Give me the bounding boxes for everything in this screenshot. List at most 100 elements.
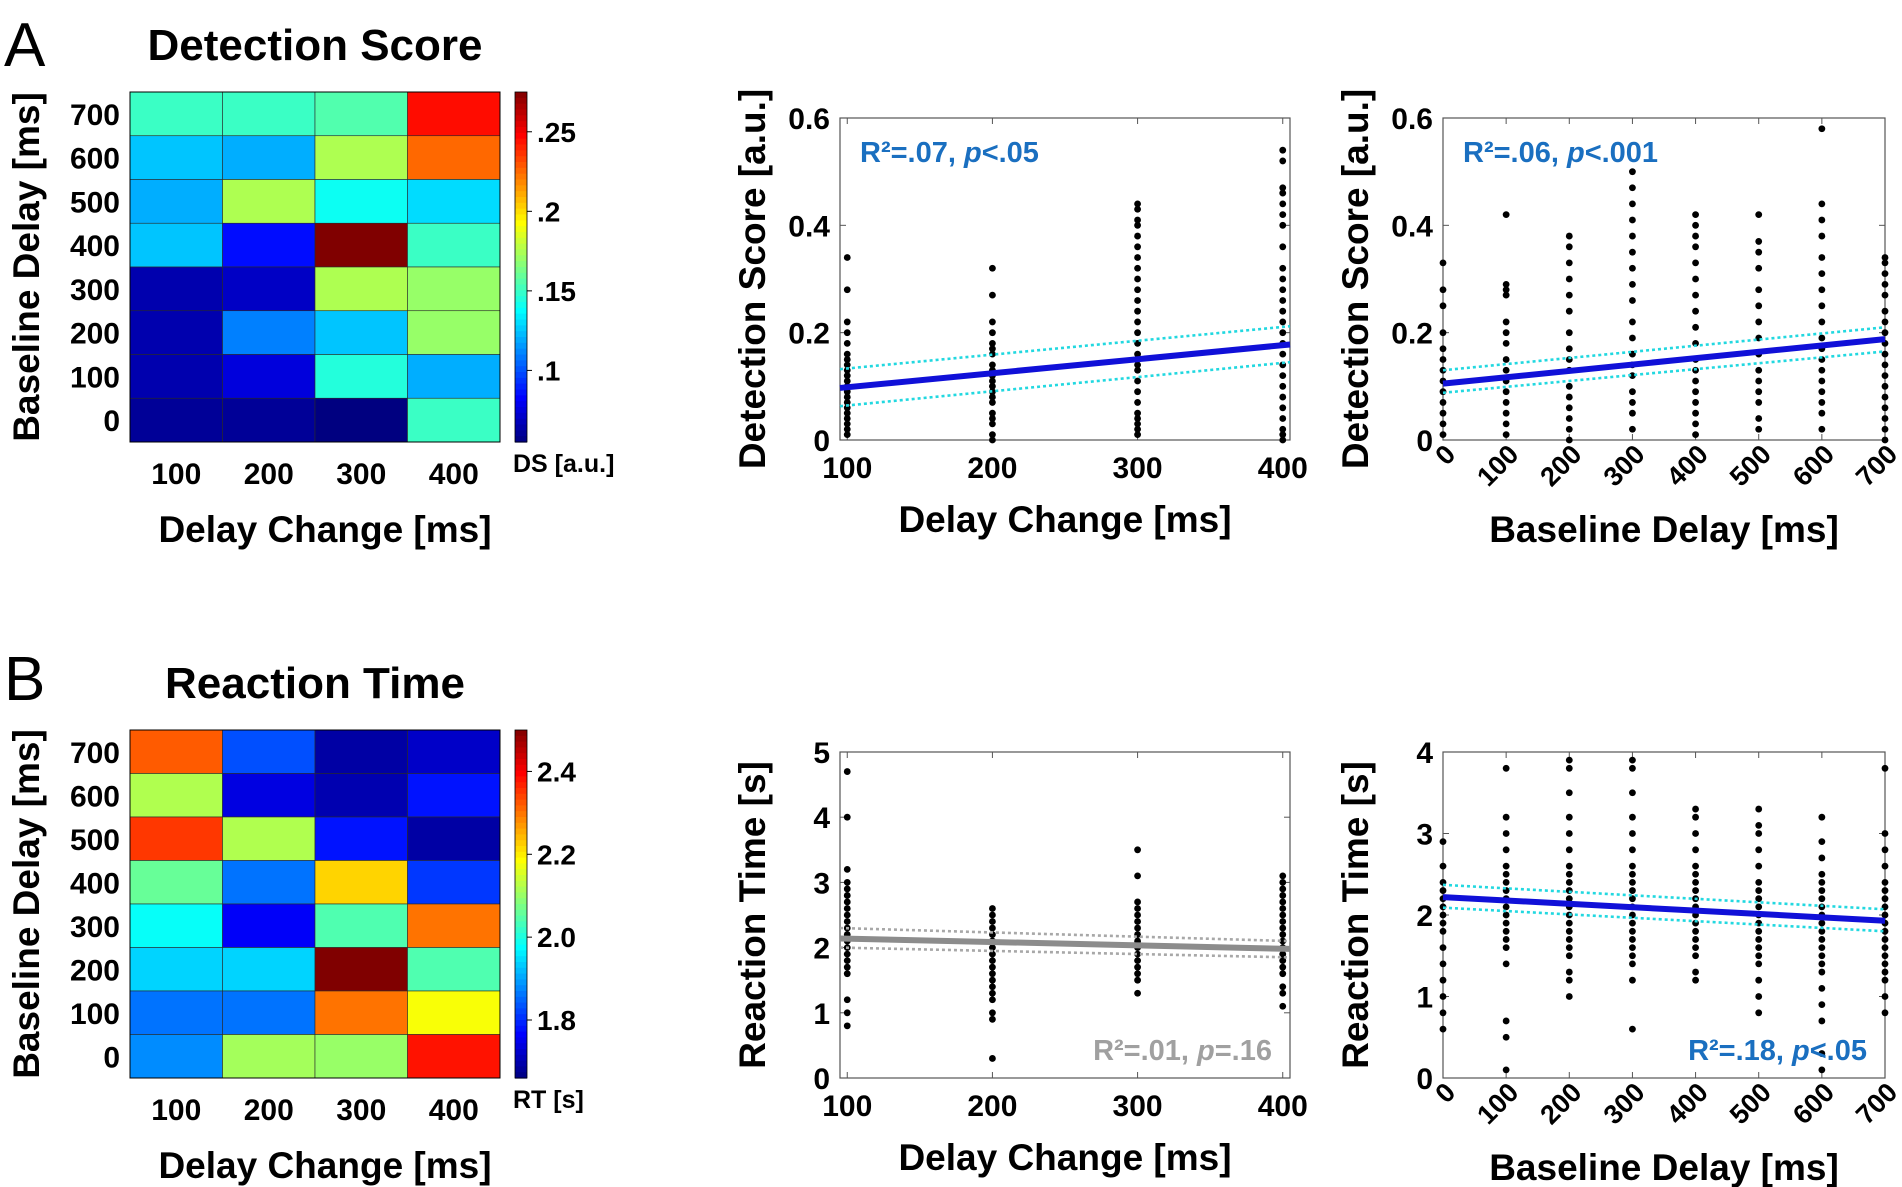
colorbar-segment xyxy=(515,377,527,385)
colorbar-segment xyxy=(515,185,527,192)
heatmap-cell xyxy=(314,816,408,861)
data-point xyxy=(1439,944,1447,951)
data-point xyxy=(1565,976,1573,984)
data-point xyxy=(1881,960,1889,968)
data-point xyxy=(843,318,851,326)
data-point xyxy=(989,918,996,925)
colorbar-tick-label: 2.0 xyxy=(537,922,576,953)
data-point xyxy=(1818,1001,1826,1009)
colorbar-segment xyxy=(515,144,527,151)
data-point xyxy=(1755,425,1763,433)
colorbar-segment xyxy=(515,436,527,443)
data-point xyxy=(1629,927,1636,935)
data-point xyxy=(1755,377,1763,385)
colorbar-segment xyxy=(515,735,527,743)
heatmap-cell xyxy=(129,310,223,355)
data-point xyxy=(1881,879,1889,886)
data-point xyxy=(1755,248,1763,256)
y-tick-label: 0 xyxy=(1416,425,1433,458)
data-point xyxy=(1439,420,1447,428)
data-point xyxy=(1818,334,1826,342)
colorbar-segment xyxy=(515,753,527,760)
data-point xyxy=(1629,280,1636,288)
data-point xyxy=(1439,919,1447,927)
colorbar-segment xyxy=(515,202,527,210)
data-point xyxy=(1565,870,1573,878)
colorbar-segment xyxy=(515,237,527,245)
data-point xyxy=(1134,957,1141,965)
colorbar-segment xyxy=(515,944,527,951)
colorbar-label: RT [s] xyxy=(513,1086,584,1114)
heatmap-cell xyxy=(407,860,501,905)
data-point xyxy=(1439,960,1447,968)
colorbar-tick-label: 1.8 xyxy=(537,1005,576,1036)
data-point xyxy=(989,905,996,912)
colorbar-segment xyxy=(515,1049,527,1056)
ci-upper-line xyxy=(1442,326,1886,372)
colorbar-segment xyxy=(515,799,527,806)
data-point xyxy=(989,382,996,390)
data-point xyxy=(843,340,851,347)
data-point xyxy=(1692,388,1699,396)
data-point xyxy=(1134,420,1141,428)
data-point xyxy=(843,892,851,899)
data-point xyxy=(1279,350,1287,358)
colorbar-segment xyxy=(515,898,527,905)
colorbar-segment xyxy=(515,284,527,291)
heatmap-cell xyxy=(129,773,223,818)
stats-r2: R²=.07, xyxy=(860,137,964,169)
data-point xyxy=(843,768,851,775)
y-tick-label: 200 xyxy=(70,318,120,351)
data-point xyxy=(1502,862,1510,870)
y-tick-label: 0.6 xyxy=(1391,103,1433,136)
data-point xyxy=(1818,366,1826,374)
data-point xyxy=(1881,436,1889,444)
x-tick-label: 100 xyxy=(822,1090,872,1123)
data-point xyxy=(989,264,996,272)
data-point xyxy=(1502,286,1510,294)
data-point xyxy=(843,431,851,439)
data-point xyxy=(843,329,851,337)
y-tick-label: 0 xyxy=(103,405,120,438)
panel-label-a: A xyxy=(4,11,46,80)
data-point xyxy=(1565,275,1573,283)
heatmap-cell xyxy=(314,773,408,818)
data-point xyxy=(989,415,996,422)
colorbar-segment xyxy=(515,851,527,859)
colorbar-segment xyxy=(515,857,527,864)
data-point xyxy=(1692,976,1699,984)
data-point xyxy=(1755,415,1763,422)
colorbar-segment xyxy=(515,167,527,175)
heatmap-cell xyxy=(314,397,408,443)
colorbar-segment xyxy=(515,261,527,268)
data-point xyxy=(989,420,996,428)
data-point xyxy=(1502,936,1510,943)
x-tick-label: 100 xyxy=(1471,439,1524,492)
data-point xyxy=(1629,756,1636,764)
data-point xyxy=(1565,993,1573,1000)
data-point xyxy=(1629,830,1636,837)
colorbar-segment xyxy=(515,191,527,198)
data-point xyxy=(1629,168,1636,176)
heatmap-cell xyxy=(222,990,316,1035)
data-point xyxy=(1279,189,1287,197)
colorbar-segment xyxy=(515,811,527,818)
y-tick-label: 600 xyxy=(70,780,120,813)
heatmap-cell xyxy=(129,947,223,992)
colorbar-segment xyxy=(515,272,527,280)
data-point xyxy=(843,393,851,401)
data-point xyxy=(1134,970,1141,978)
data-point xyxy=(1755,927,1763,935)
colorbar-segment xyxy=(515,208,527,216)
data-point xyxy=(1881,404,1889,412)
data-point xyxy=(1881,372,1889,379)
data-point xyxy=(989,1015,996,1023)
x-tick-label: 100 xyxy=(822,452,872,485)
heatmap-cell xyxy=(314,903,408,948)
heatmap-cell xyxy=(129,91,223,137)
data-point xyxy=(1692,307,1699,315)
data-point xyxy=(1629,409,1636,417)
colorbar-segment xyxy=(515,805,527,812)
data-point xyxy=(989,989,996,997)
data-point xyxy=(1134,924,1141,932)
